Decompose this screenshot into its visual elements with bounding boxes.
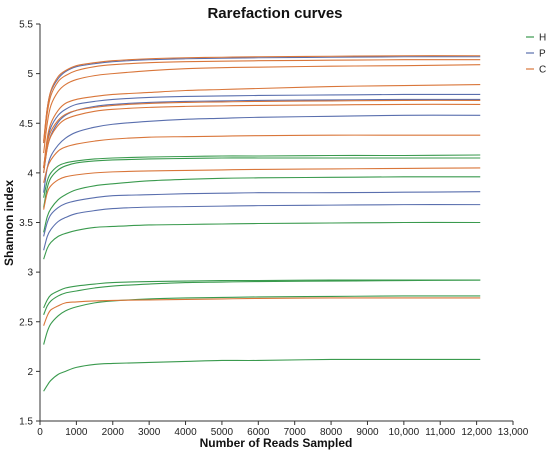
x-axis-title: Number of Reads Sampled (200, 436, 353, 450)
legend-label-p: P (539, 49, 546, 60)
series-line-c-15 (43, 297, 481, 326)
y-tick-label: 4.5 (19, 119, 33, 130)
series-line-c-23 (43, 55, 481, 142)
x-tick-label: 4000 (174, 427, 197, 438)
x-tick-label: 6000 (247, 427, 270, 438)
series-line-c-16 (43, 167, 481, 210)
legend: HPC (526, 33, 546, 76)
series-line-p-14 (43, 56, 481, 144)
x-tick-label: 12,000 (461, 427, 492, 438)
chart-title: Rarefaction curves (207, 5, 342, 22)
series-line-p-9 (43, 204, 481, 251)
series-line-p-10 (43, 191, 481, 237)
x-tick-label: 3000 (138, 427, 161, 438)
series-line-h-4 (43, 279, 481, 309)
x-tick-label: 10,000 (389, 427, 420, 438)
series-line-h-6 (43, 176, 481, 233)
series-line-c-19 (43, 99, 481, 168)
series-line-h-5 (43, 221, 481, 260)
series-line-c-18 (43, 103, 481, 173)
x-tick-label: 11,000 (425, 427, 455, 438)
series-lines (43, 55, 481, 392)
series-line-h-7 (43, 157, 481, 208)
x-tick-label: 9000 (356, 427, 379, 438)
x-tick-label: 5000 (211, 427, 234, 438)
series-line-c-17 (43, 134, 481, 183)
x-tick-label: 7000 (284, 427, 307, 438)
series-line-h-3 (43, 279, 481, 316)
y-tick-label: 2.5 (19, 317, 33, 328)
legend-label-c: C (539, 65, 546, 76)
y-tick-label: 3.5 (19, 218, 33, 229)
series-line-c-22 (43, 59, 481, 144)
series-line-h-2 (43, 295, 481, 345)
series-line-p-13 (43, 93, 481, 168)
x-tick-label: 1000 (65, 427, 88, 438)
y-tick-label: 4 (27, 168, 33, 179)
series-line-h-1 (43, 358, 481, 392)
x-tick-label: 8000 (320, 427, 343, 438)
y-tick-label: 1.5 (19, 417, 33, 428)
series-line-h-8 (43, 154, 481, 198)
y-tick-label: 5 (27, 69, 33, 80)
y-tick-label: 2 (27, 367, 33, 378)
y-tick-label: 5.5 (19, 20, 33, 31)
series-line-p-12 (43, 98, 481, 173)
x-tick-label: 13,000 (498, 427, 529, 438)
series-line-c-20 (43, 83, 481, 168)
x-axis-ticks: 0 1000 2000 3000 4000 5000 6000 7000 8000 9000 10,… (37, 421, 529, 438)
x-tick-label: 0 (37, 427, 43, 438)
series-line-c-21 (43, 64, 481, 154)
y-axis-title: Shannon index (2, 180, 16, 266)
x-tick-label: 2000 (102, 427, 125, 438)
y-tick-label: 3 (27, 268, 33, 279)
y-axis-ticks: 1.5 2 2.5 3 3.5 4 4.5 5 5.5 (19, 20, 40, 428)
legend-label-h: H (539, 33, 546, 44)
series-line-p-11 (43, 114, 481, 193)
